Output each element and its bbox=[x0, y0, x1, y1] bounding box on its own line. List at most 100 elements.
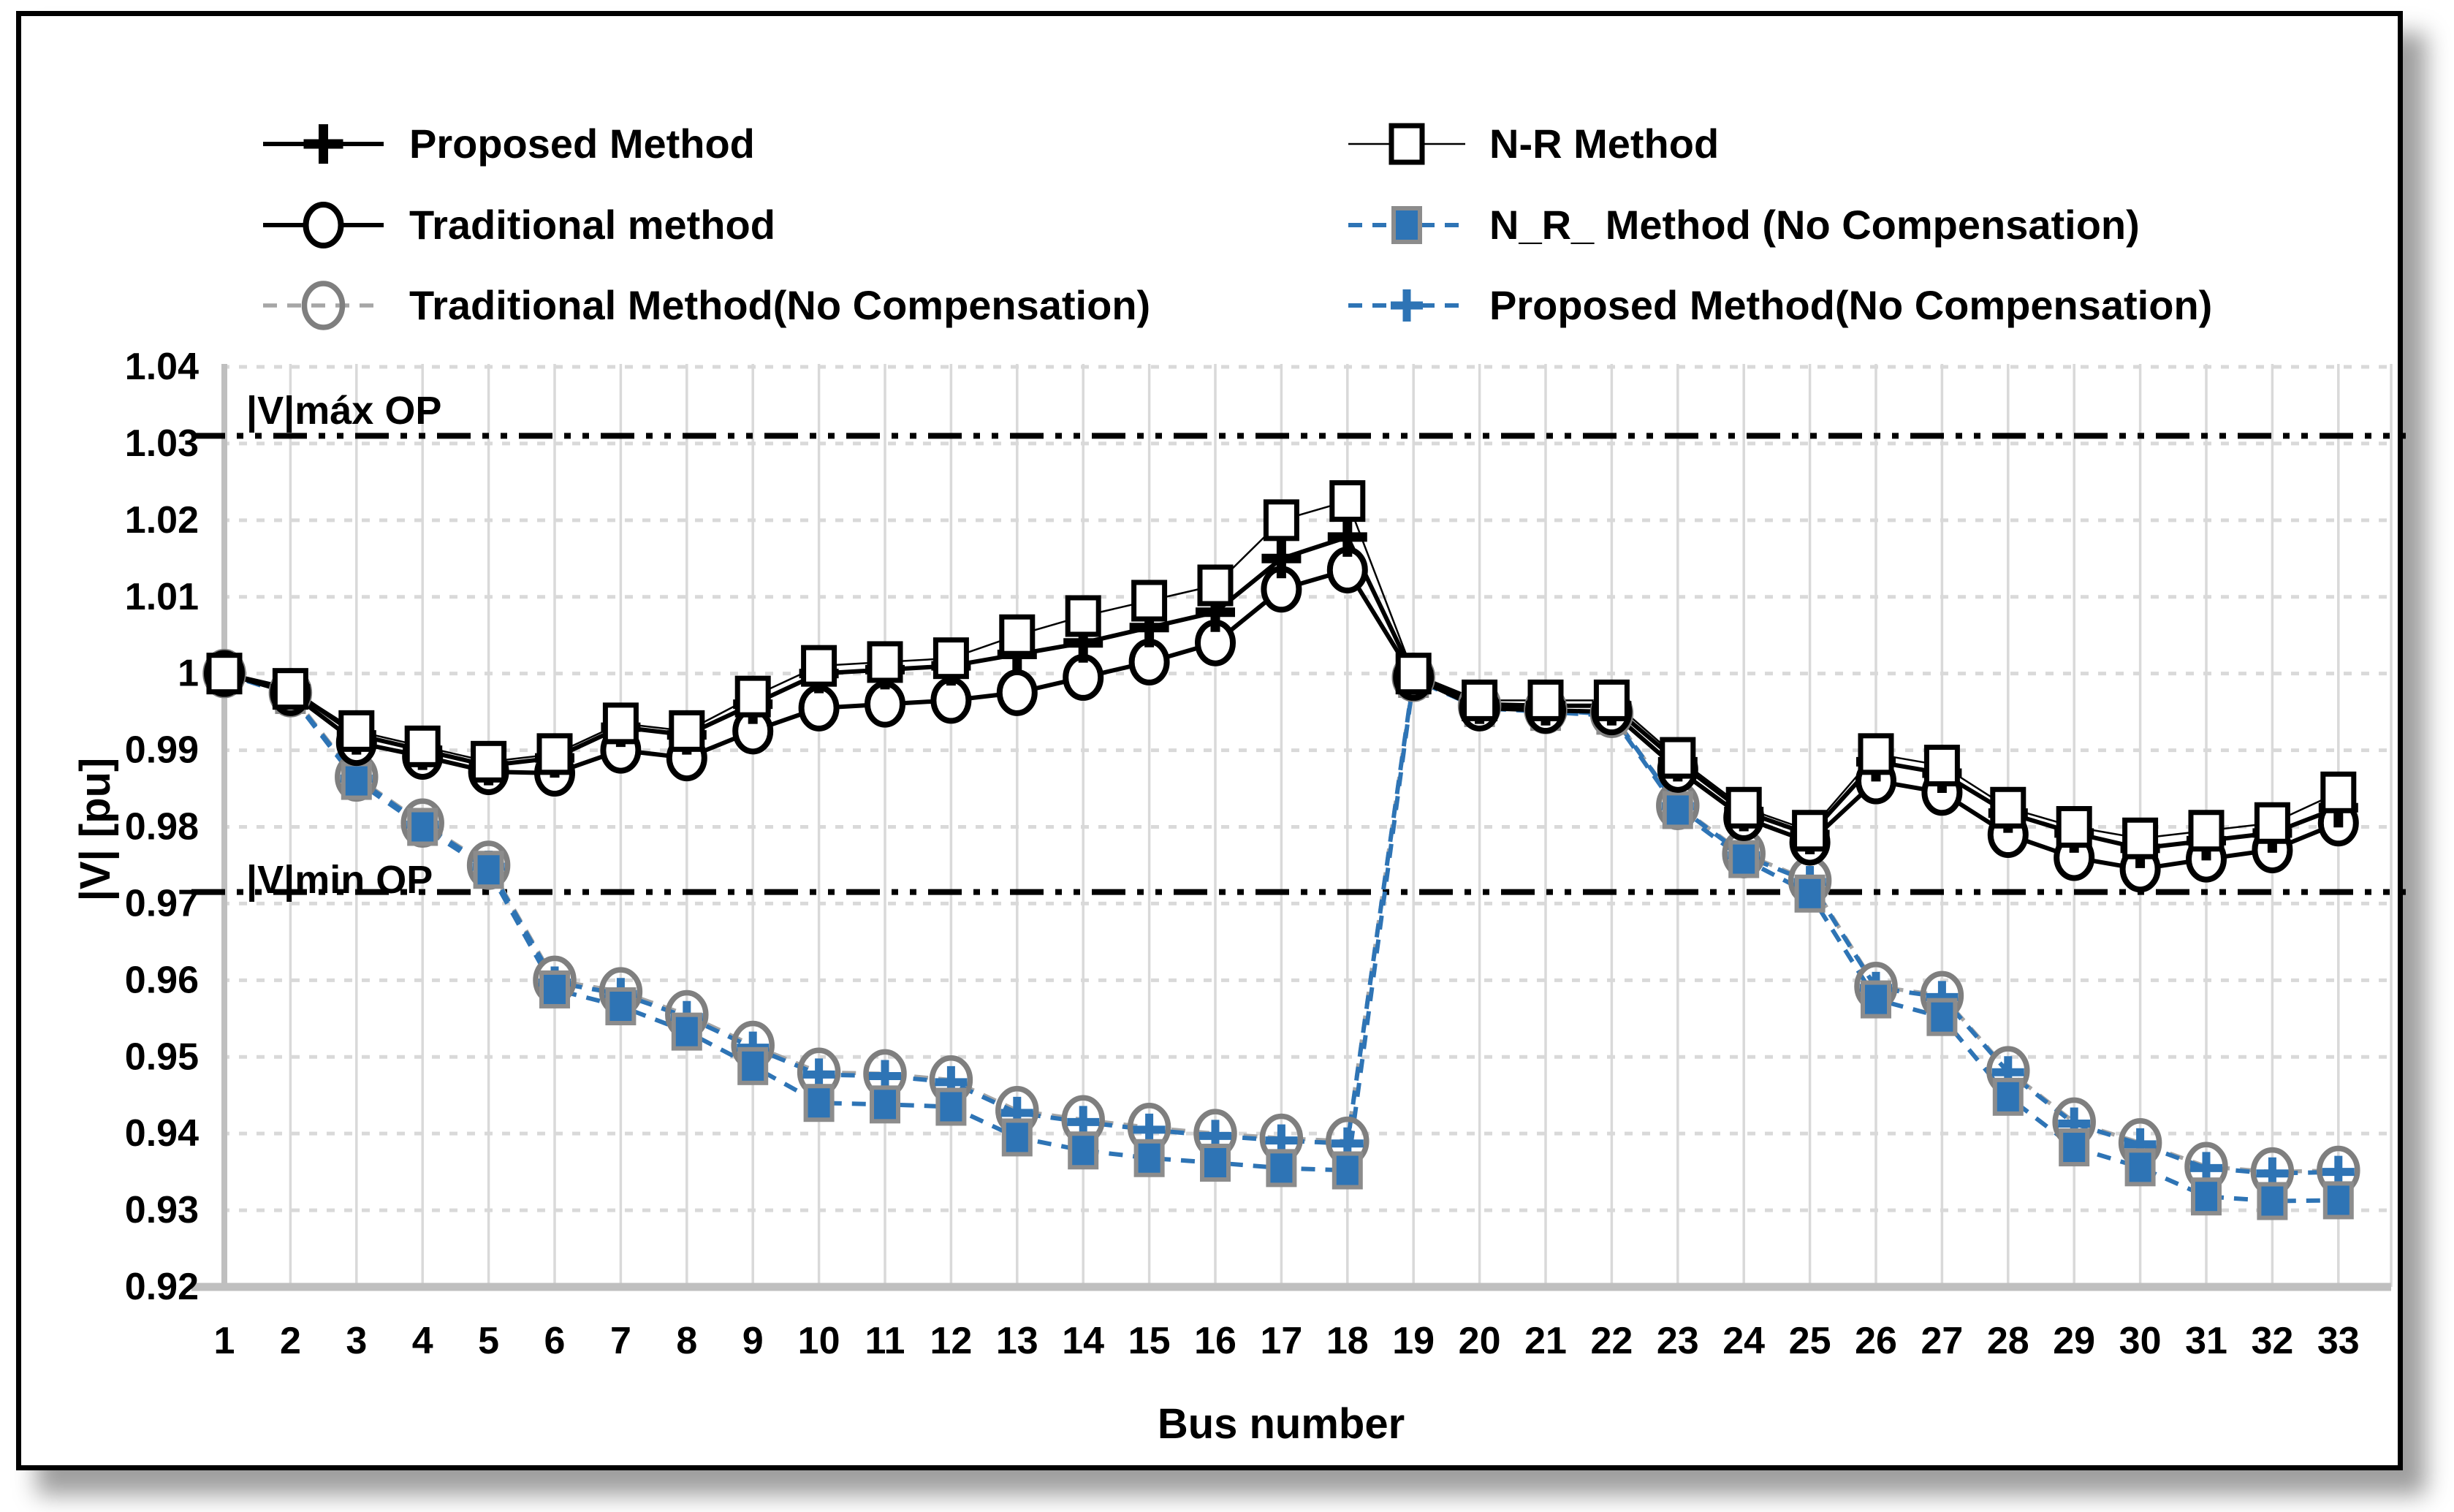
square-open-icon bbox=[2188, 810, 2225, 852]
y-tick-label: 0.93 bbox=[125, 1189, 199, 1231]
square-open-icon bbox=[2122, 817, 2159, 859]
x-tick-label: 30 bbox=[2119, 1320, 2162, 1362]
x-tick-label: 33 bbox=[2317, 1320, 2360, 1362]
y-tick-label: 0.96 bbox=[125, 959, 199, 1001]
circle-open-icon bbox=[303, 202, 344, 248]
circle-open-icon bbox=[865, 680, 905, 728]
legend-label: Traditional method bbox=[409, 202, 775, 248]
square-open-icon bbox=[1527, 679, 1564, 721]
square-blue-filled-icon bbox=[1001, 1118, 1033, 1157]
square-blue-filled-icon bbox=[1794, 874, 1826, 913]
square-open-icon bbox=[1725, 786, 1762, 829]
square-open-icon bbox=[1197, 564, 1234, 607]
square-open-icon bbox=[867, 641, 903, 683]
square-open-icon bbox=[1923, 745, 1960, 787]
legend-label: Traditional Method(No Compensation) bbox=[409, 282, 1150, 328]
x-tick-label: 26 bbox=[1855, 1320, 1897, 1362]
x-tick-label: 19 bbox=[1392, 1320, 1435, 1362]
y-tick-label: 0.95 bbox=[125, 1036, 199, 1078]
x-tick-label: 14 bbox=[1062, 1320, 1104, 1362]
y-tick-label: 0.92 bbox=[125, 1266, 199, 1308]
square-open-icon bbox=[1389, 123, 1425, 165]
square-blue-filled-icon bbox=[341, 761, 372, 800]
y-tick-label: 0.94 bbox=[125, 1112, 199, 1155]
legend-item-proposed_nc: Proposed Method(No Compensation) bbox=[1348, 282, 2212, 328]
square-open-icon bbox=[734, 675, 771, 718]
square-blue-filled-icon bbox=[1728, 840, 1760, 878]
plus-black-icon bbox=[303, 124, 343, 164]
y-tick-label: 0.97 bbox=[125, 882, 199, 924]
square-blue-filled-icon bbox=[1332, 1151, 1363, 1190]
y-tick-label: 1.04 bbox=[125, 346, 199, 388]
y-tick-label: 0.98 bbox=[125, 806, 199, 848]
x-tick-label: 7 bbox=[610, 1320, 631, 1362]
y-tick-label: 0.99 bbox=[125, 729, 199, 772]
square-open-icon bbox=[1263, 499, 1299, 542]
square-blue-filled-icon bbox=[2124, 1148, 2156, 1187]
x-tick-label: 20 bbox=[1459, 1320, 1501, 1362]
y-tick-label: 1.01 bbox=[125, 576, 199, 618]
square-blue-filled-icon bbox=[2059, 1128, 2090, 1167]
x-tick-label: 8 bbox=[676, 1320, 697, 1362]
plus-blue-icon bbox=[1391, 289, 1423, 322]
plus-black-icon bbox=[1261, 539, 1302, 579]
vmax-op-annotation: |V|máx OP bbox=[246, 389, 441, 433]
x-tick-label: 21 bbox=[1524, 1320, 1567, 1362]
x-tick-label: 28 bbox=[1987, 1320, 2029, 1362]
x-tick-label: 5 bbox=[478, 1320, 499, 1362]
series-line-proposed_nc bbox=[224, 671, 2339, 1176]
plus-black-icon bbox=[1327, 517, 1367, 557]
x-tick-label: 2 bbox=[280, 1320, 301, 1362]
chart-legend: Proposed Method Traditional method Traditi… bbox=[263, 121, 2212, 330]
square-blue-filled-icon bbox=[2322, 1181, 2354, 1220]
square-blue-filled-icon bbox=[870, 1085, 900, 1124]
legend-label: N_R_ Method (No Compensation) bbox=[1489, 202, 2140, 248]
square-open-icon bbox=[602, 702, 639, 745]
square-blue-filled-icon bbox=[473, 851, 504, 889]
legend-item-traditional_nc: Traditional Method(No Compensation) bbox=[263, 281, 1150, 330]
square-blue-filled-icon bbox=[1861, 980, 1891, 1019]
square-open-icon bbox=[1462, 679, 1498, 721]
square-open-icon bbox=[338, 710, 375, 752]
square-open-icon bbox=[536, 733, 573, 775]
x-tick-label: 29 bbox=[2053, 1320, 2095, 1362]
square-open-icon bbox=[1858, 733, 1894, 775]
square-open-icon bbox=[2320, 771, 2357, 813]
square-blue-filled-icon bbox=[737, 1046, 769, 1085]
vmin-op-annotation: |V|min OP bbox=[246, 858, 433, 903]
square-blue-filled-icon bbox=[2257, 1182, 2288, 1220]
square-blue-filled-icon bbox=[2191, 1177, 2222, 1216]
square-open-icon bbox=[1660, 737, 1696, 779]
x-tick-label: 32 bbox=[2251, 1320, 2293, 1362]
circle-open-icon bbox=[996, 669, 1038, 716]
x-axis-title: Bus number bbox=[1158, 1400, 1405, 1448]
square-blue-filled-icon bbox=[935, 1087, 967, 1126]
legend-label: Proposed Method(No Compensation) bbox=[1489, 282, 2212, 328]
y-tick-label: 1.02 bbox=[125, 499, 199, 542]
x-tick-label: 25 bbox=[1789, 1320, 1831, 1362]
square-blue-filled-icon bbox=[539, 970, 570, 1008]
x-tick-label: 12 bbox=[930, 1320, 972, 1362]
square-open-icon bbox=[1990, 786, 2026, 829]
x-tick-label: 11 bbox=[865, 1320, 905, 1362]
circle-gray-open-icon bbox=[301, 281, 346, 330]
x-tick-label: 17 bbox=[1260, 1320, 1302, 1362]
y-axis-title: |V| [pu] bbox=[72, 758, 119, 902]
x-tick-label: 6 bbox=[544, 1320, 566, 1362]
legend-label: Proposed Method bbox=[409, 121, 755, 167]
square-open-icon bbox=[1792, 810, 1828, 852]
x-tick-label: 9 bbox=[742, 1320, 764, 1362]
x-tick-label: 1 bbox=[214, 1320, 235, 1362]
circle-open-icon bbox=[1063, 653, 1104, 701]
square-blue-filled-icon bbox=[1391, 206, 1422, 244]
legend-item-nr_nc: N_R_ Method (No Compensation) bbox=[1348, 202, 2140, 248]
legend-label: N-R Method bbox=[1489, 121, 1719, 167]
series-markers-nr bbox=[206, 480, 2357, 859]
square-open-icon bbox=[206, 653, 243, 695]
square-open-icon bbox=[1395, 653, 1432, 695]
circle-open-icon bbox=[1128, 638, 1170, 685]
axes: 1.04 1.03 1.02 1.01 1 0.99 0.98 0.97 0.96 0.95 0.9… bbox=[125, 346, 2391, 1362]
x-tick-label: 31 bbox=[2185, 1320, 2227, 1362]
square-blue-filled-icon bbox=[605, 987, 637, 1026]
